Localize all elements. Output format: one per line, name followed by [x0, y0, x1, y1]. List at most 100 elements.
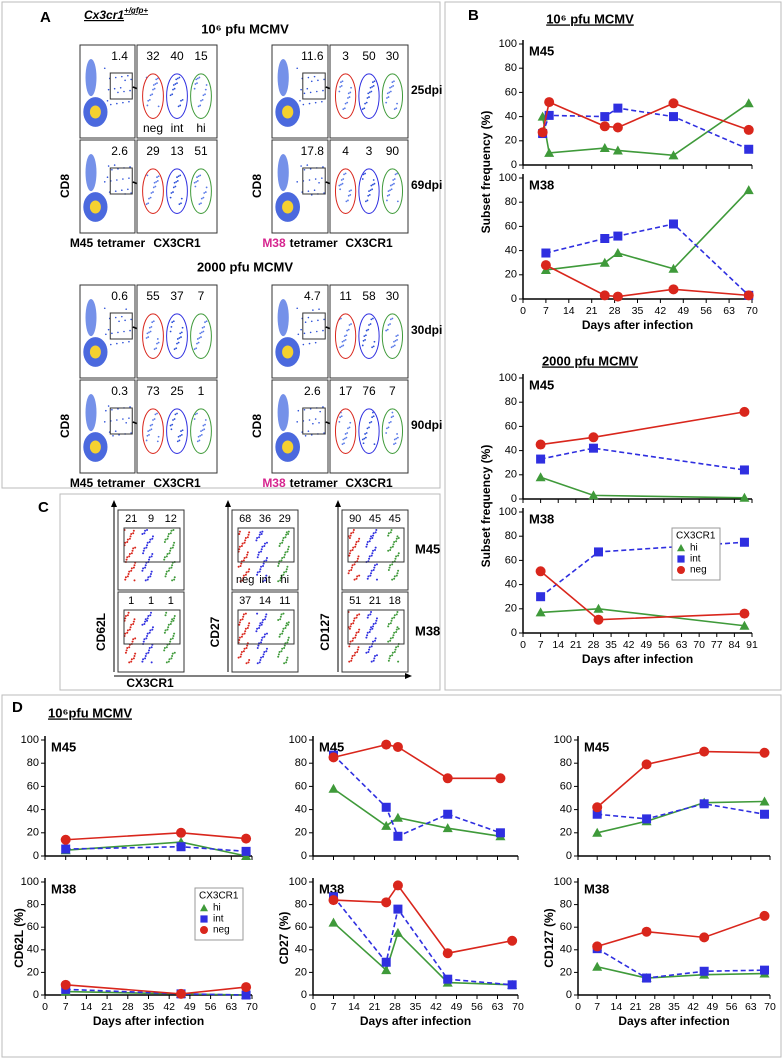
cell-dot: [365, 432, 368, 434]
cell-dot: [262, 655, 265, 658]
cell-dot: [307, 316, 310, 319]
y-tick-label: 80: [295, 757, 307, 769]
marker: [599, 290, 610, 301]
cell-dot: [394, 173, 397, 176]
cell-dot: [307, 76, 310, 79]
cell-dot: [150, 192, 153, 194]
cell-dot: [239, 565, 242, 567]
y-tick-label: 0: [511, 293, 517, 305]
cell-dot: [126, 614, 129, 617]
cell-dot: [103, 67, 106, 70]
cell-dot: [393, 616, 396, 619]
x-tick-label: 21: [570, 639, 582, 651]
cell-dot: [156, 412, 158, 415]
cell-dot: [142, 658, 145, 661]
cell-dot: [340, 415, 343, 418]
cell-dot: [372, 659, 375, 662]
cell-dot: [177, 175, 180, 178]
gate: [302, 312, 326, 340]
panel-letter: B: [468, 7, 479, 24]
cell-dot: [387, 640, 390, 643]
marker: [739, 465, 749, 475]
marker: [759, 796, 770, 806]
cell-dot: [167, 569, 170, 572]
cell-dot: [255, 630, 258, 633]
subset-value: 7: [389, 384, 396, 398]
series-line: [332, 754, 501, 838]
subset-value: 1: [128, 595, 134, 607]
cell-dot: [141, 623, 144, 626]
cell-dot: [203, 325, 206, 328]
cell-dot: [238, 545, 241, 548]
cell-dot: [131, 549, 134, 552]
cell-dot: [244, 630, 247, 633]
cell-dot: [248, 622, 251, 625]
series-line: [541, 107, 750, 151]
cell-dot: [204, 88, 207, 91]
cell-dot: [277, 580, 280, 583]
subset-value: 21: [369, 595, 381, 607]
cell-dot: [181, 326, 184, 329]
cell-dot: [248, 568, 251, 571]
y-tick-label: 20: [505, 269, 517, 281]
marker: [642, 973, 652, 983]
x-axis-label: Days after infection: [582, 652, 693, 666]
cell-dot: [169, 94, 172, 97]
cell-dot: [346, 101, 349, 104]
x-tick-label: 21: [630, 1001, 642, 1013]
cell-dot: [171, 423, 174, 426]
cell-dot: [278, 545, 281, 547]
cell-dot: [285, 659, 288, 661]
marker: [540, 260, 551, 271]
series-line: [332, 896, 513, 986]
cell-dot: [265, 632, 268, 635]
marker: [507, 980, 517, 990]
marker: [381, 802, 391, 812]
x-tick-label: 7: [538, 639, 544, 651]
cell-dot: [264, 577, 267, 579]
cell-dot: [393, 443, 395, 446]
series-line: [596, 750, 765, 808]
cell-dot: [304, 435, 307, 437]
cell-dot: [368, 193, 371, 196]
y-tick-label: 0: [566, 989, 572, 1001]
cell-dot: [180, 430, 182, 433]
cell-dot: [357, 631, 360, 633]
marker: [743, 98, 754, 108]
marker: [641, 926, 652, 937]
cell-dot: [387, 569, 390, 571]
subset-value: 36: [259, 513, 271, 525]
cell-dot: [151, 626, 154, 629]
chart-label: M38: [529, 511, 554, 526]
gate-ellipse: [358, 168, 380, 214]
subset-label: int: [259, 574, 271, 586]
cell-dot: [146, 174, 149, 177]
cell-cloud: [85, 58, 97, 97]
y-tick-label: 100: [554, 734, 572, 746]
cell-dot: [351, 564, 354, 567]
cell-dot: [395, 537, 398, 540]
cell-dot: [316, 90, 318, 93]
cell-dot: [284, 536, 287, 539]
cell-dot: [366, 577, 369, 580]
cell-dot: [262, 653, 265, 656]
cell-dot: [347, 97, 349, 99]
chart-label: M38: [51, 881, 76, 896]
cell-dot: [306, 87, 309, 90]
cell-dot: [396, 572, 399, 575]
cell-dot: [164, 629, 167, 632]
cell-dot: [303, 332, 306, 335]
axis-arrowhead: [111, 500, 117, 507]
y-tick-label: 80: [560, 899, 572, 911]
cell-dot: [348, 554, 351, 557]
cell-dot: [349, 625, 352, 628]
marker: [392, 880, 403, 891]
cell-dot: [369, 574, 372, 577]
marker: [760, 809, 770, 819]
cell-dot: [172, 635, 175, 637]
cell-dot: [172, 529, 175, 531]
cell-dot: [129, 626, 132, 629]
marker: [61, 844, 71, 854]
cell-dot: [243, 557, 246, 559]
marker: [241, 982, 252, 993]
